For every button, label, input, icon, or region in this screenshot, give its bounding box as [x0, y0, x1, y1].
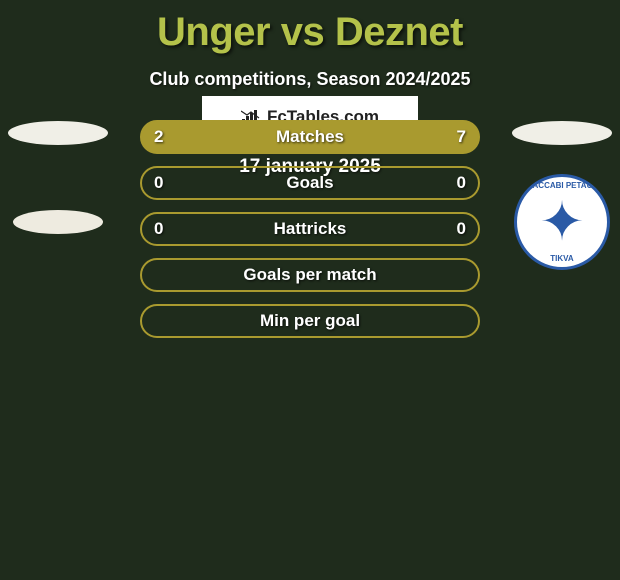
- club-right-badge: MACCABI PETACH ✦ TIKVA: [512, 172, 612, 272]
- stat-bar: 2 Matches 7: [140, 120, 480, 154]
- player-left-silhouette: [8, 100, 108, 166]
- player-right-column: MACCABI PETACH ✦ TIKVA: [512, 100, 612, 272]
- stat-label: Goals: [286, 173, 333, 193]
- star-icon: ✦: [539, 195, 584, 249]
- stat-value-left: 2: [154, 127, 163, 147]
- stat-value-right: 0: [457, 219, 466, 239]
- crest-text-bottom: TIKVA: [517, 254, 607, 263]
- stat-value-right: 0: [457, 173, 466, 193]
- ellipse-icon: [512, 121, 612, 145]
- ellipse-icon: [13, 210, 103, 234]
- crest-text-top: MACCABI PETACH: [517, 181, 607, 190]
- player-left-column: [8, 100, 108, 272]
- stat-label: Goals per match: [243, 265, 376, 285]
- stat-bar: 0 Goals 0: [140, 166, 480, 200]
- club-left-badge: [8, 172, 108, 272]
- stat-bars: 2 Matches 7 0 Goals 0 0 Hattricks 0 Goals per mat…: [140, 120, 480, 350]
- page-subtitle: Club competitions, Season 2024/2025: [0, 69, 620, 90]
- stat-label: Min per goal: [260, 311, 360, 331]
- stat-bar: Goals per match: [140, 258, 480, 292]
- ellipse-icon: [8, 121, 108, 145]
- stat-bar: 0 Hattricks 0: [140, 212, 480, 246]
- stat-value-left: 0: [154, 173, 163, 193]
- player-right-silhouette: [512, 100, 612, 166]
- page-title: Unger vs Deznet: [0, 0, 620, 55]
- stat-label: Hattricks: [274, 219, 347, 239]
- stat-value-right: 7: [457, 127, 466, 147]
- club-crest-icon: MACCABI PETACH ✦ TIKVA: [514, 174, 610, 270]
- stat-value-left: 0: [154, 219, 163, 239]
- stat-label: Matches: [276, 127, 344, 147]
- stat-bar: Min per goal: [140, 304, 480, 338]
